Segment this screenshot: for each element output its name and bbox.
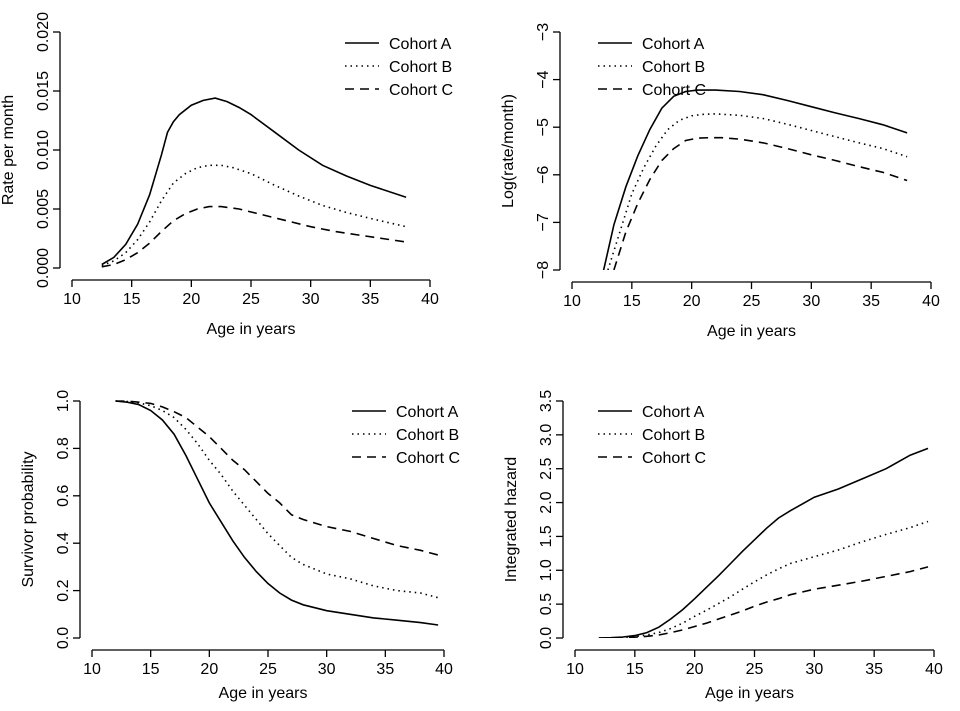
y-tick-label: 0.020 — [35, 12, 52, 52]
x-tick-label: 20 — [200, 661, 218, 678]
x-axis-label: Age in years — [705, 685, 794, 702]
series-line-cohort-b — [101, 164, 407, 267]
y-axis-label: Log(rate/month) — [500, 94, 517, 208]
y-axis-label: Rate per month — [0, 95, 17, 205]
y-tick-label: 0.0 — [55, 627, 72, 649]
series-line-cohort-a — [598, 447, 929, 638]
legend-label: Cohort A — [642, 404, 705, 421]
series-line-cohort-a — [115, 400, 439, 626]
panel-integrated-hazard: 10 15 20 25 30 35 40 Age in years 0.0 0.5 1.0 1.5 2.… — [503, 390, 943, 702]
y-tick-label: −4 — [535, 70, 552, 88]
legend-label: Cohort B — [396, 427, 459, 444]
series-line-cohort-b — [115, 400, 439, 599]
series-line-cohort-c — [598, 566, 929, 638]
y-tick-label: 0.6 — [55, 485, 72, 507]
y-axis-label: Integrated hazard — [503, 457, 520, 582]
x-tick-label: 30 — [302, 291, 320, 308]
x-axis-label: Age in years — [207, 321, 296, 338]
legend-label: Cohort C — [642, 450, 706, 467]
y-tick-label: 2.0 — [538, 491, 555, 513]
x-tick-label: 40 — [922, 293, 940, 310]
x-tick-label: 40 — [925, 661, 943, 678]
series-line-cohort-c — [613, 136, 908, 270]
legend-label: Cohort A — [389, 36, 452, 53]
series-line-cohort-c — [115, 400, 439, 556]
y-tick-label: 3.5 — [538, 390, 555, 412]
y-tick-label: −7 — [535, 213, 552, 231]
y-tick-label: −6 — [535, 166, 552, 184]
x-axis-label: Age in years — [219, 685, 308, 702]
x-tick-label: 40 — [421, 291, 439, 308]
x-tick-label: 20 — [182, 291, 200, 308]
y-tick-label: 1.0 — [538, 559, 555, 581]
x-tick-label: 30 — [318, 661, 336, 678]
x-tick-label: 30 — [805, 661, 823, 678]
panel-survivor-probability: 10 15 20 25 30 35 40 Age in years 0.0 0.2 0.4 0.6 0.… — [20, 390, 460, 702]
x-tick-label: 25 — [259, 661, 277, 678]
x-tick-label: 25 — [743, 293, 761, 310]
series-line-cohort-b — [607, 113, 908, 270]
y-tick-label: 0.5 — [538, 593, 555, 615]
series-line-cohort-a — [101, 97, 407, 266]
legend-label: Cohort B — [642, 59, 705, 76]
legend-label: Cohort C — [396, 450, 460, 467]
series-line-cohort-c — [101, 205, 407, 268]
legend-label: Cohort B — [389, 59, 452, 76]
y-tick-label: 0.010 — [35, 130, 52, 170]
x-axis-label: Age in years — [707, 323, 796, 340]
legend-label: Cohort A — [396, 404, 459, 421]
legend-label: Cohort C — [389, 82, 453, 99]
x-tick-label: 10 — [563, 293, 581, 310]
series-line-cohort-b — [598, 520, 929, 638]
legend-label: Cohort B — [642, 427, 705, 444]
x-tick-label: 20 — [686, 661, 704, 678]
panel-log-rate: 10 15 20 25 30 35 40 Age in years −8 −7 −6 −5 −4 −3 Lo… — [500, 23, 940, 340]
y-tick-label: 0.0 — [538, 627, 555, 649]
y-tick-label: 3.0 — [538, 424, 555, 446]
x-tick-label: 10 — [63, 291, 81, 308]
x-tick-label: 40 — [435, 661, 453, 678]
x-tick-label: 35 — [361, 291, 379, 308]
y-tick-label: 0.005 — [35, 189, 52, 229]
x-tick-label: 15 — [123, 291, 141, 308]
x-tick-label: 25 — [746, 661, 764, 678]
x-tick-label: 15 — [142, 661, 160, 678]
panel-rate-per-month: 10 15 20 25 30 35 40 Age in years 0.000 0.005 0.01… — [0, 12, 453, 338]
y-tick-label: 0.000 — [35, 248, 52, 288]
y-tick-label: 2.5 — [538, 457, 555, 479]
y-tick-label: −3 — [535, 23, 552, 41]
x-tick-label: 15 — [623, 293, 641, 310]
y-tick-label: 0.8 — [55, 437, 72, 459]
x-tick-label: 20 — [683, 293, 701, 310]
legend-label: Cohort C — [642, 82, 706, 99]
y-axis-label: Survivor probability — [20, 451, 37, 587]
x-tick-label: 35 — [865, 661, 883, 678]
y-tick-label: 1.5 — [538, 525, 555, 547]
x-tick-label: 10 — [83, 661, 101, 678]
y-tick-label: −8 — [535, 261, 552, 279]
x-tick-label: 15 — [626, 661, 644, 678]
x-tick-label: 35 — [376, 661, 394, 678]
y-tick-label: 0.015 — [35, 71, 52, 111]
x-tick-label: 10 — [566, 661, 584, 678]
y-tick-label: −5 — [535, 118, 552, 136]
y-tick-label: 0.2 — [55, 579, 72, 601]
series-line-cohort-a — [602, 89, 908, 270]
x-tick-label: 35 — [862, 293, 880, 310]
y-tick-label: 1.0 — [55, 390, 72, 412]
y-tick-label: 0.4 — [55, 532, 72, 554]
x-tick-label: 25 — [242, 291, 260, 308]
x-tick-label: 30 — [802, 293, 820, 310]
legend-label: Cohort A — [642, 36, 705, 53]
